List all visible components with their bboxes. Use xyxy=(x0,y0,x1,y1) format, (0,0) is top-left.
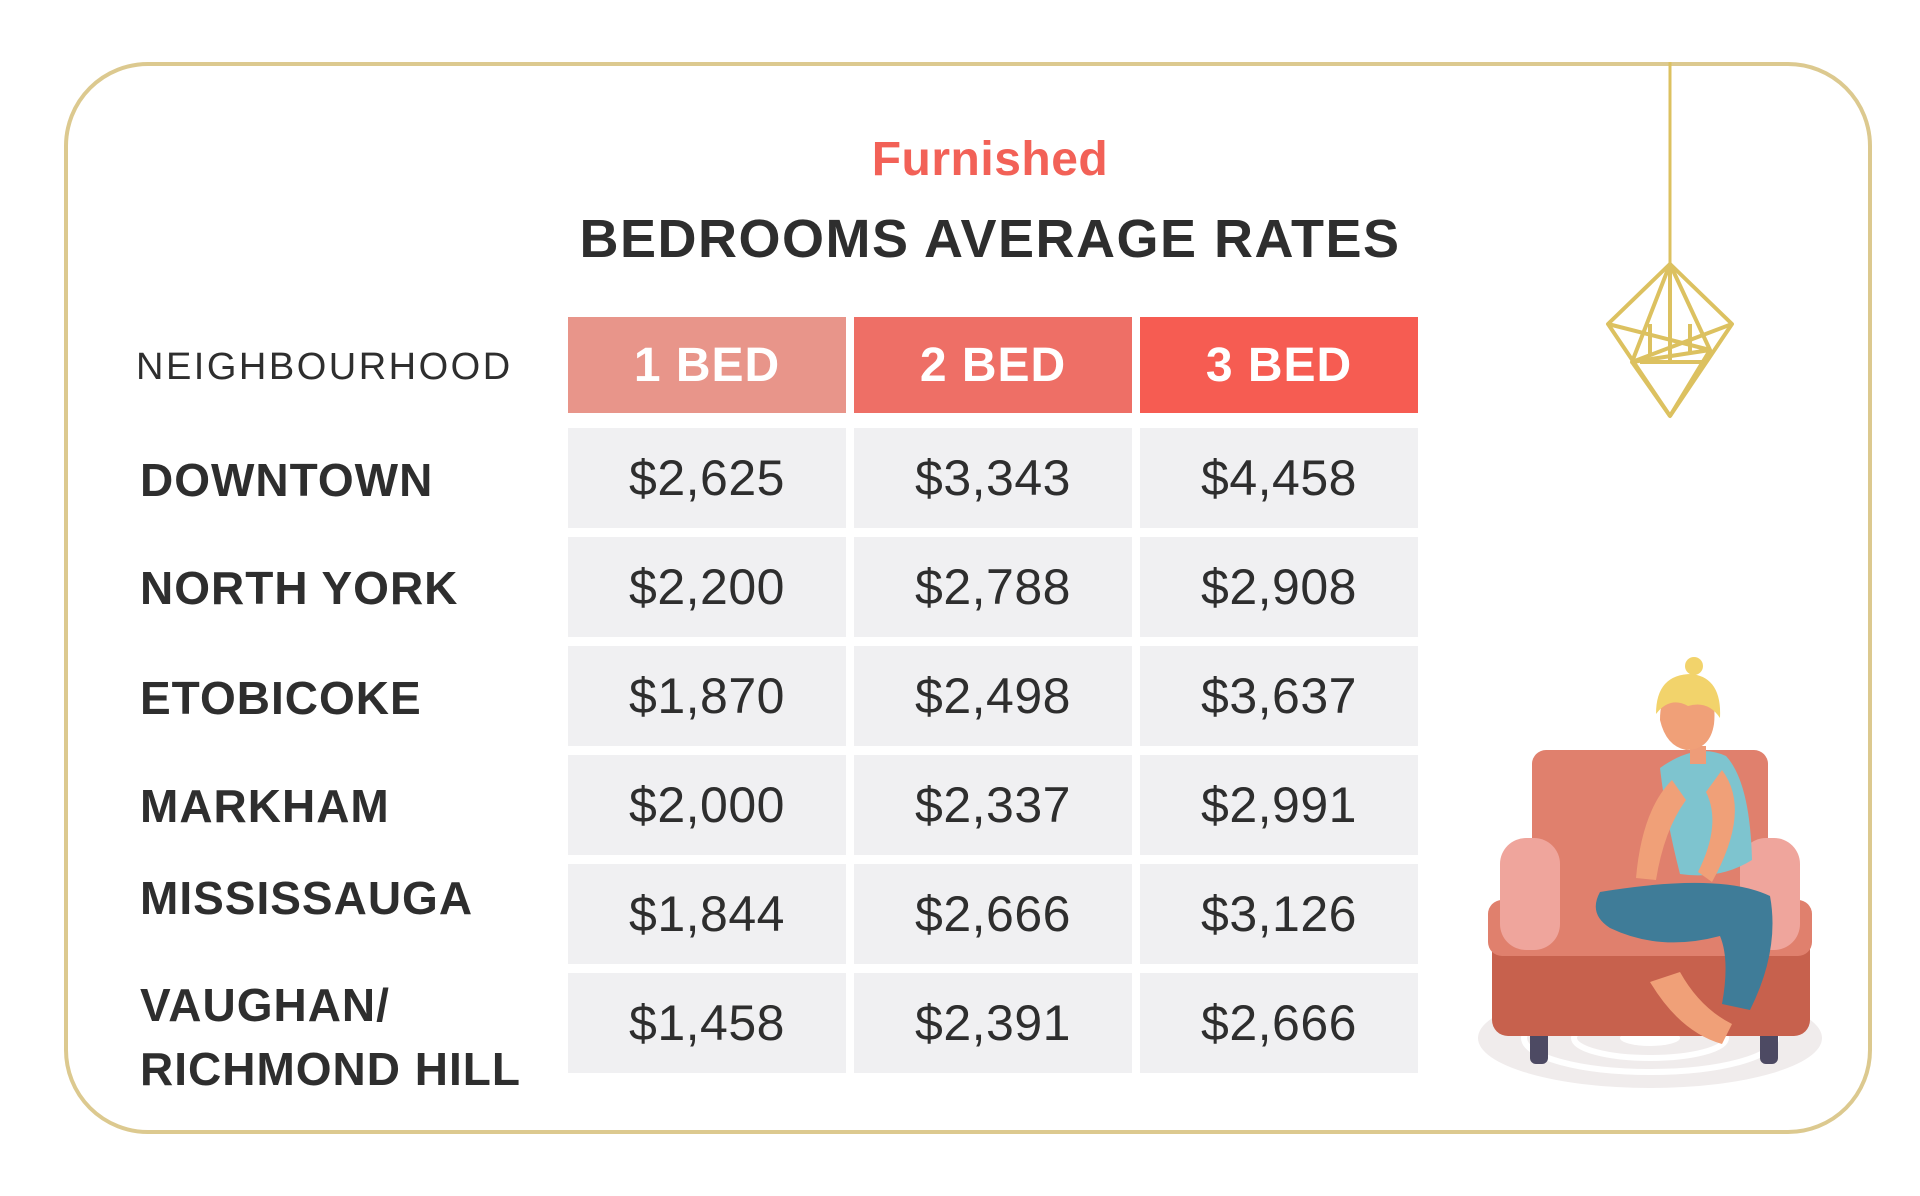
rate-cell: $1,844 xyxy=(568,864,846,964)
rate-cell: $2,000 xyxy=(568,755,846,855)
rate-cell: $4,458 xyxy=(1140,428,1418,528)
rate-cell: $2,625 xyxy=(568,428,846,528)
rate-cell: $2,666 xyxy=(854,864,1132,964)
row-label: DOWNTOWN xyxy=(140,454,434,506)
rate-cell: $2,788 xyxy=(854,537,1132,637)
column-header-3-bed: 3 BED xyxy=(1140,317,1418,413)
rate-cell: $2,337 xyxy=(854,755,1132,855)
person-on-sofa-illustration xyxy=(1478,657,1822,1088)
rate-cell: $3,126 xyxy=(1140,864,1418,964)
rate-cell: $1,458 xyxy=(568,973,846,1073)
row-label: NORTH YORK xyxy=(140,562,459,614)
rate-cell: $2,991 xyxy=(1140,755,1418,855)
chandelier-icon xyxy=(1606,62,1734,418)
column-header-2-bed: 2 BED xyxy=(854,317,1132,413)
row-label: MARKHAM xyxy=(140,780,390,832)
rate-cell: $3,637 xyxy=(1140,646,1418,746)
rate-cell: $1,870 xyxy=(568,646,846,746)
rate-cell: $2,391 xyxy=(854,973,1132,1073)
rate-cell: $2,498 xyxy=(854,646,1132,746)
row-header-label: NEIGHBOURHOOD xyxy=(136,346,513,388)
rate-cell: $2,908 xyxy=(1140,537,1418,637)
rate-cell: $3,343 xyxy=(854,428,1132,528)
rate-cell: $2,666 xyxy=(1140,973,1418,1073)
chart-title: BEDROOMS AVERAGE RATES xyxy=(579,209,1401,269)
row-label: ETOBICOKE xyxy=(140,672,422,724)
row-label: MISSISSAUGA xyxy=(140,872,474,924)
chart-subtitle: Furnished xyxy=(871,133,1109,186)
rate-cell: $2,200 xyxy=(568,537,846,637)
column-header-1-bed: 1 BED xyxy=(568,317,846,413)
row-label: VAUGHAN/ RICHMOND HILL xyxy=(140,979,521,1095)
